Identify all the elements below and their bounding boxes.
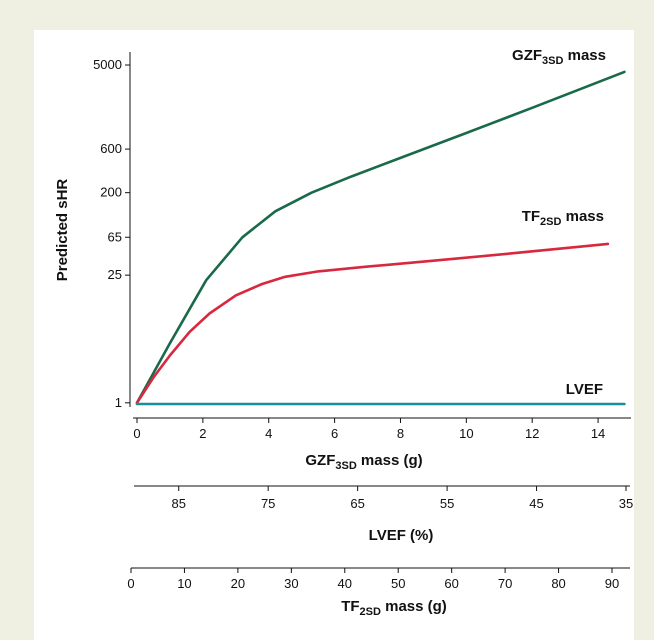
series-label-gzf: GZF3SD mass [512, 47, 606, 67]
x-tick-label-tf: 50 [391, 576, 405, 591]
x-tick-label-gzf: 6 [331, 426, 338, 441]
y-axis-title: Predicted sHR [54, 179, 71, 282]
x-axis-title-gzf: GZF3SD mass (g) [305, 452, 422, 472]
series-label-lvef: LVEF [566, 381, 603, 398]
x-tick-label-tf: 80 [551, 576, 565, 591]
x-tick-label-tf: 20 [231, 576, 245, 591]
x-tick-label-lvef: 85 [171, 496, 185, 511]
x-tick-label-gzf: 12 [525, 426, 539, 441]
chart-panel: 1 25 65 200 600 5000 Predicted sHR 0 2 4 6 8 10 12 14 G… [34, 30, 634, 640]
x-tick-label-gzf: 2 [199, 426, 206, 441]
series-line-tf [135, 242, 610, 405]
x-tick-label-lvef: 75 [261, 496, 275, 511]
y-tick-label: 25 [108, 267, 122, 282]
x-axis-title-tf: TF2SD mass (g) [341, 598, 447, 618]
x-tick-label-tf: 60 [444, 576, 458, 591]
y-tick-label: 5000 [93, 57, 122, 72]
x-tick-label-lvef: 35 [619, 496, 633, 511]
series-line-gzf [135, 70, 626, 405]
x-tick-label-lvef: 45 [529, 496, 543, 511]
x-tick-label-gzf: 4 [265, 426, 272, 441]
x-tick-label-gzf: 14 [591, 426, 605, 441]
x-tick-label-tf: 70 [498, 576, 512, 591]
y-tick-label: 1 [115, 395, 122, 410]
x-tick-label-lvef: 55 [440, 496, 454, 511]
x-tick-label-gzf: 8 [397, 426, 404, 441]
x-tick-label-tf: 10 [177, 576, 191, 591]
series-label-tf: TF2SD mass [522, 208, 604, 228]
x-tick-label-gzf: 10 [459, 426, 473, 441]
x-tick-label-lvef: 65 [350, 496, 364, 511]
x-tick-label-gzf: 0 [133, 426, 140, 441]
y-tick-label: 200 [100, 185, 122, 200]
x-axis-title-lvef: LVEF (%) [369, 527, 434, 544]
x-tick-label-tf: 40 [338, 576, 352, 591]
x-tick-label-tf: 0 [127, 576, 134, 591]
y-tick-label: 65 [108, 229, 122, 244]
x-tick-label-tf: 30 [284, 576, 298, 591]
y-tick-label: 600 [100, 141, 122, 156]
x-tick-label-tf: 90 [605, 576, 619, 591]
